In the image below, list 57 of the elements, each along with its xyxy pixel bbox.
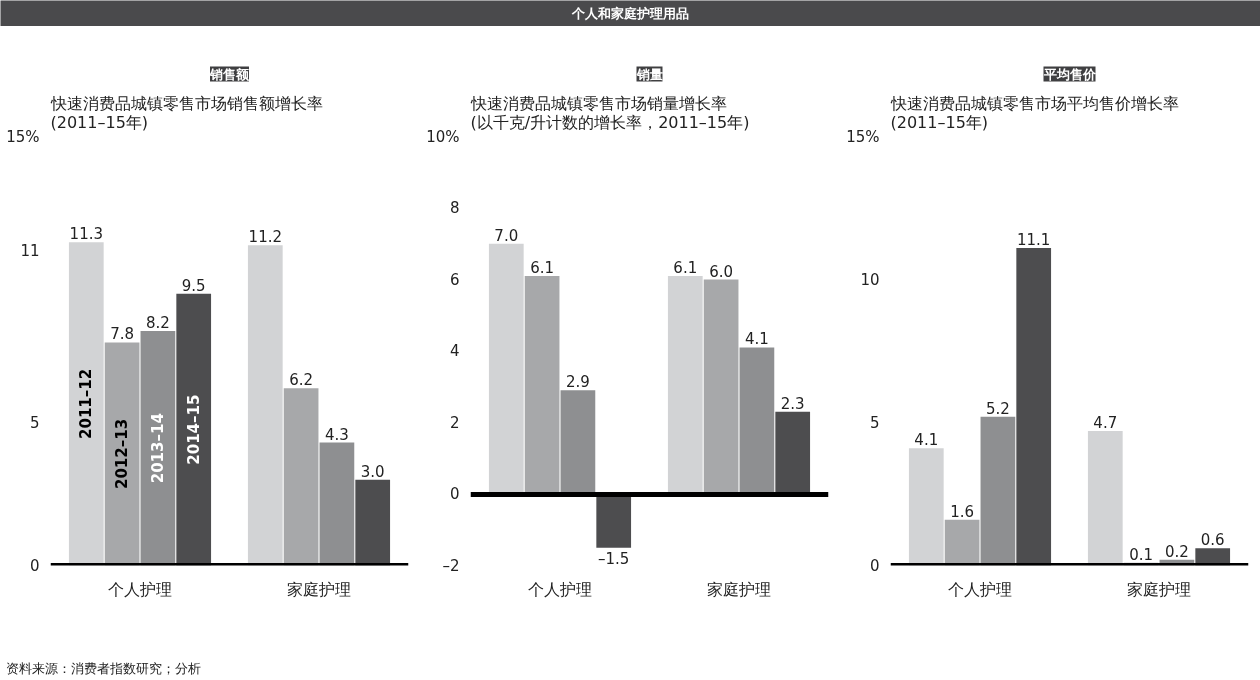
chart-subtitle: 快速消费品城镇零售市场销量增长率 (以千克/升计数的增长率，2011–15年) (469, 93, 750, 132)
chart-title: 销售额 (209, 66, 250, 82)
data-label: 7.8 (110, 325, 135, 344)
data-label: 4.1 (914, 431, 939, 450)
data-label: 4.7 (1093, 414, 1118, 433)
y-tick-label: 0 (449, 485, 460, 503)
data-label: 6.1 (530, 258, 555, 277)
data-label: 7.0 (494, 226, 519, 245)
chart-subtitle: 快速消费品城镇零售市场平均售价增长率 (2011–15年) (889, 93, 1179, 132)
y-tick-label: 15% (846, 127, 880, 146)
data-label: 8.2 (145, 313, 170, 332)
y-tick-label: 0 (29, 556, 40, 575)
series-label: 2012–13 (113, 418, 132, 490)
series-label: 2013–14 (148, 413, 167, 484)
series-label: 2014–15 (184, 394, 203, 465)
chart-title: 销量 (635, 66, 663, 82)
data-label: 6.0 (709, 262, 734, 281)
y-tick-label: 10 (860, 270, 880, 289)
data-label: 4.3 (324, 425, 349, 444)
y-tick-label: 8 (449, 199, 460, 217)
y-tick-label: 2 (449, 413, 460, 432)
data-label: 0.2 (1164, 542, 1189, 561)
x-tick-label: 家庭护理 (287, 579, 351, 599)
y-tick-label: 6 (449, 270, 460, 289)
data-label: 5.2 (985, 399, 1010, 418)
data-label: 0.6 (1200, 531, 1225, 550)
chart-subtitle: 快速消费品城镇零售市场销售额增长率 (2011–15年) (49, 93, 323, 132)
y-tick-label: 4 (449, 342, 460, 360)
data-label: 6.1 (673, 258, 698, 277)
x-tick-label: 家庭护理 (1127, 579, 1191, 599)
data-label: 3.0 (360, 462, 385, 481)
data-label: 4.1 (744, 330, 769, 349)
x-tick-label: 家庭护理 (707, 579, 771, 599)
y-tick-label: 11 (20, 241, 40, 260)
y-tick-label: 0 (869, 556, 880, 575)
x-tick-label: 个人护理 (108, 579, 172, 599)
y-tick-label: –2 (442, 556, 460, 575)
x-tick-label: 个人护理 (528, 579, 592, 599)
text: 个人和家庭护理用品 (571, 6, 689, 21)
y-tick-label: 15% (6, 127, 40, 146)
y-tick-label: 10% (426, 127, 460, 146)
y-tick-label: 5 (29, 413, 40, 432)
data-label: 11.1 (1017, 231, 1051, 250)
chart-title: 平均售价 (1042, 66, 1097, 82)
data-label: 1.6 (950, 502, 975, 521)
data-label: 2.3 (780, 394, 805, 413)
data-label: 11.3 (69, 225, 104, 244)
y-tick-label: 5 (869, 413, 880, 432)
data-label: 0.1 (1129, 545, 1154, 564)
data-label: –1.5 (598, 549, 630, 568)
x-tick-label: 个人护理 (948, 579, 1012, 599)
series-label: 2011–12 (77, 368, 96, 439)
data-label: 9.5 (181, 276, 206, 295)
text: 资料来源：消费者指数研究；分析 (5, 661, 201, 676)
data-label: 2.9 (565, 373, 590, 392)
data-label: 11.2 (248, 228, 283, 247)
data-label: 6.2 (289, 371, 314, 390)
